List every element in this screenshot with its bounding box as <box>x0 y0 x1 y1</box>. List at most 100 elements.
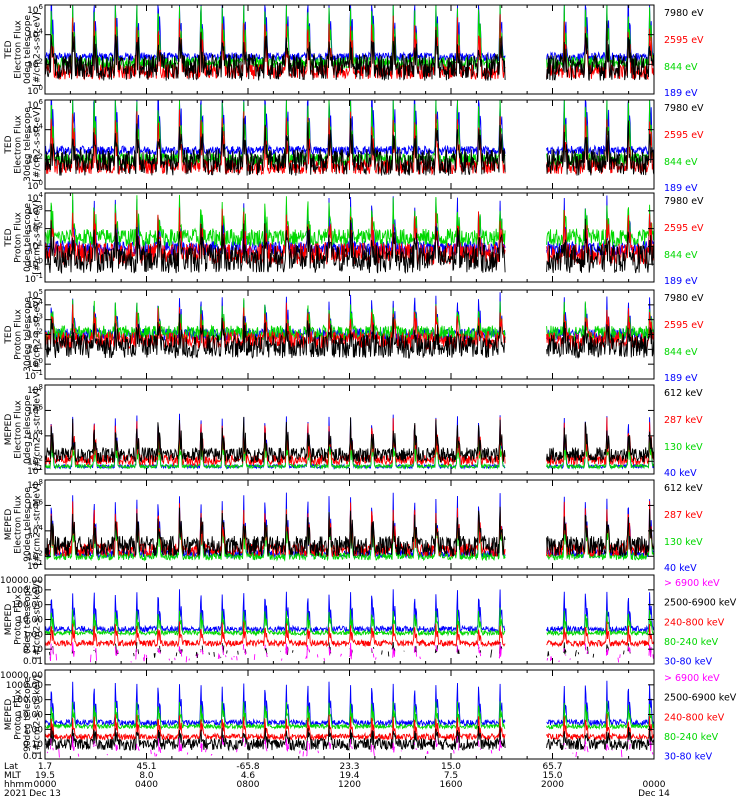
y-axis-label: MEPEDProton Flux0deg telescope[#/cm2-s-s… <box>4 580 43 659</box>
legend-label: 2500-6900 keV <box>664 693 737 704</box>
legend-label: 189 eV <box>664 183 698 194</box>
x-tick-label: 15.0 <box>441 762 461 772</box>
series-line-7-3 <box>44 621 655 648</box>
series-line-8-3 <box>44 713 655 742</box>
series-line-7-1 <box>49 642 654 663</box>
x-tick-label: 45.1 <box>136 762 156 772</box>
y-tick-label: 10000.00 <box>0 671 43 681</box>
legend-label: 240-800 keV <box>664 712 725 723</box>
legend-label: 2595 eV <box>664 223 704 234</box>
series-line-7-5 <box>44 589 655 634</box>
legend-label: 844 eV <box>664 250 698 261</box>
legend-label: 130 keV <box>664 537 703 548</box>
y-axis-label: TEDProton Flux30deg telescope[#/cm2-s-st… <box>4 297 43 372</box>
series-line-2-1 <box>44 118 655 177</box>
legend-label: 40 keV <box>664 468 697 479</box>
series-line-7-4 <box>44 607 655 637</box>
series-line-5-1 <box>44 416 655 464</box>
y-tick-label: 1000.00 <box>6 586 43 596</box>
date-label: Dec 14 <box>638 789 670 799</box>
y-axis-label: MEPEDElectron Flux0deg telescope[#/cm2-s… <box>4 388 43 470</box>
legend-label: > 6900 keV <box>664 673 720 684</box>
legend-label: 612 keV <box>664 388 703 399</box>
year-label: 2021 <box>4 789 27 799</box>
legend-label: 80-240 keV <box>664 637 719 648</box>
y-tick-label: 10.00 <box>17 616 43 626</box>
x-tick-label: 0000 <box>643 780 666 790</box>
legend-label: 287 keV <box>664 510 703 521</box>
legend-label: > 6900 keV <box>664 578 720 589</box>
legend-label: 844 eV <box>664 62 698 73</box>
panel-7: 0.01 0.10 1.00 10.00 100.00 1000.0010000.00ME… <box>0 574 737 668</box>
legend-label: 2500-6900 keV <box>664 598 737 609</box>
legend-label: 2595 eV <box>664 320 704 331</box>
y-tick-label: 0.10 <box>23 740 43 750</box>
y-axis-label: TEDProton Flux0deg telescope[#/cm2-s-str… <box>4 200 43 275</box>
y-axis-label: MEPEDElectron Flux90deg telescope[#/cm2-… <box>4 483 43 565</box>
legend-label: 40 keV <box>664 563 697 574</box>
legend-label: 189 eV <box>664 373 698 384</box>
legend-label: 287 keV <box>664 415 703 426</box>
legend-label: 7980 eV <box>664 8 704 19</box>
y-tick-label: 100.00 <box>12 601 44 611</box>
legend-label: 844 eV <box>664 347 698 358</box>
y-tick-label: 0.10 <box>23 645 43 655</box>
y-tick-label: 0.01 <box>23 657 43 667</box>
y-tick-label: 100.00 <box>12 696 44 706</box>
legend-label: 80-240 keV <box>664 732 719 743</box>
x-tick-label: 1200 <box>338 780 361 790</box>
y-tick-label: 1.00 <box>23 630 43 640</box>
x-tick-label: 4.6 <box>241 771 256 781</box>
y-tick-label: 10.00 <box>17 711 43 721</box>
y-axis-label: TEDElectron Flux0deg telescope[#/cm2-s-s… <box>4 12 43 87</box>
series-line-8-2 <box>44 725 655 752</box>
x-tick-label: 0400 <box>135 780 158 790</box>
legend-label: 189 eV <box>664 276 698 287</box>
x-row-label: MLT <box>4 771 22 781</box>
y-tick-label: 1.00 <box>23 725 43 735</box>
y-axis-label: TEDElectron Flux30deg telescope[#/cm2-s-… <box>4 107 43 182</box>
series-line-8-1 <box>46 736 654 758</box>
x-tick-label: 2000 <box>541 780 564 790</box>
x-tick-label: 7.5 <box>444 771 458 781</box>
legend-label: 130 keV <box>664 442 703 453</box>
x-tick-label: 8.0 <box>139 771 154 781</box>
x-tick-label: 15.0 <box>542 771 562 781</box>
legend-label: 612 keV <box>664 483 703 494</box>
series-line-4-1 <box>44 313 655 359</box>
x-tick-label: 1.7 <box>38 762 52 772</box>
x-row-label: Lat <box>4 762 19 772</box>
y-tick-label: 10000.00 <box>0 576 43 586</box>
legend-label: 7980 eV <box>664 293 704 304</box>
series-line-8-5 <box>44 680 655 728</box>
legend-label: 240-800 keV <box>664 617 725 628</box>
x-tick-label: 19.4 <box>339 771 359 781</box>
x-tick-label: -65.8 <box>236 762 260 772</box>
series-line-3-1 <box>44 218 655 275</box>
panel-8: 0.01 0.10 1.00 10.00 100.00 1000.0010000.00ME… <box>0 669 737 763</box>
date-label: Dec 13 <box>29 789 61 799</box>
y-axis-label: MEPEDProton Flux90deg telescope[#/cm2-s-… <box>4 675 43 754</box>
legend-label: 30-80 keV <box>664 752 713 763</box>
legend-label: 30-80 keV <box>664 657 713 668</box>
y-tick-label: 1000.00 <box>6 681 43 691</box>
legend-label: 2595 eV <box>664 35 704 46</box>
x-row-label: hhmm <box>4 780 33 790</box>
series-line-1-1 <box>44 20 655 81</box>
legend-label: 2595 eV <box>664 130 704 141</box>
legend-label: 189 eV <box>664 88 698 99</box>
legend-label: 844 eV <box>664 157 698 168</box>
series-line-8-4 <box>44 701 655 731</box>
x-tick-label: 0000 <box>34 780 57 790</box>
x-tick-label: 19.5 <box>35 771 55 781</box>
series-line-6-1 <box>44 506 655 558</box>
legend-label: 7980 eV <box>664 196 704 207</box>
legend-label: 7980 eV <box>664 103 704 114</box>
